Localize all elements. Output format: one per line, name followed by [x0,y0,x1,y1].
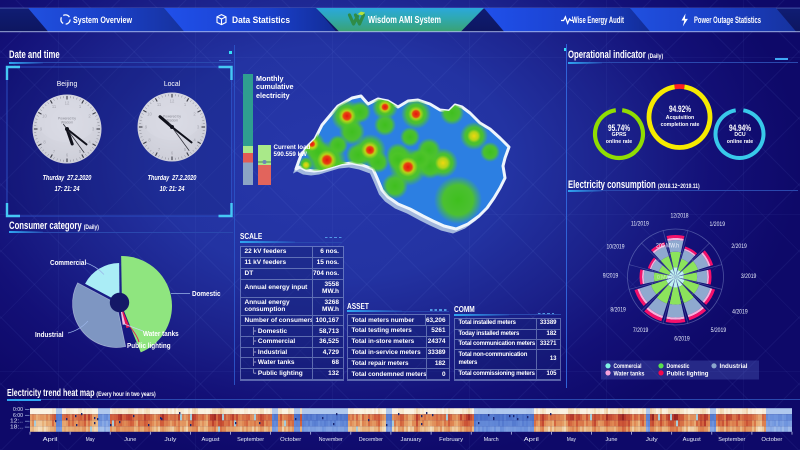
svg-text:November: November [319,437,343,443]
svg-text:9: 9 [145,125,148,130]
svg-text:4/2019: 4/2019 [732,308,748,315]
svg-text:Wisdom: Wisdom [166,119,178,123]
svg-text:11: 11 [157,102,162,107]
svg-text:Public lighting: Public lighting [667,370,709,377]
svg-text:May: May [567,437,576,443]
svg-text:12/2018: 12/2018 [671,212,689,219]
svg-text:April: April [524,437,539,443]
svg-text:11/2019: 11/2019 [631,221,649,228]
svg-text:10: 10 [42,114,47,119]
svg-text:9/2019: 9/2019 [603,273,619,280]
svg-text:11: 11 [52,104,57,109]
svg-text:0:00: 0:00 [13,407,23,413]
svg-text:Commercial: Commercial [614,363,642,370]
svg-text:10/2019: 10/2019 [607,244,625,251]
svg-text:System Overview: System Overview [73,15,132,25]
svg-text:6: 6 [66,153,69,158]
svg-text:6: 6 [171,151,174,156]
svg-text:7: 7 [53,149,56,154]
svg-text:June: June [606,437,618,443]
svg-text:Water tanks: Water tanks [614,370,645,377]
svg-text:5: 5 [79,149,82,154]
svg-text:Powered by: Powered by [163,115,181,119]
svg-text:December: December [359,437,383,443]
svg-text:8: 8 [148,138,151,143]
svg-text:200 MW.h: 200 MW.h [656,243,679,250]
svg-text:2/2019: 2/2019 [731,243,747,250]
svg-text:12: 12 [65,101,70,106]
svg-text:8: 8 [43,140,46,145]
svg-text:June: June [124,437,136,443]
svg-text:Domestic: Domestic [667,363,690,370]
svg-text:Wisdom: Wisdom [61,121,73,125]
svg-text:October: October [761,437,782,443]
svg-text:Wise Energy Audit: Wise Energy Audit [572,15,624,25]
svg-text:October: October [280,437,301,443]
svg-text:Wisdom AMI System: Wisdom AMI System [368,15,441,26]
svg-text:12:..: 12:.. [10,419,23,425]
svg-text:July: July [646,437,658,443]
svg-text:Data Statistics: Data Statistics [232,15,290,25]
svg-text:9: 9 [40,127,43,132]
svg-text:6/2019: 6/2019 [674,336,690,343]
svg-text:2: 2 [193,112,196,117]
svg-text:Industrial: Industrial [720,363,748,370]
svg-text:6:00: 6:00 [13,413,23,419]
svg-text:1/2019: 1/2019 [710,221,726,228]
svg-text:7/2019: 7/2019 [633,327,649,334]
svg-text:4: 4 [88,140,91,145]
svg-text:0 MW.h: 0 MW.h [657,275,674,281]
svg-text:18:..: 18:.. [10,425,23,431]
svg-text:4: 4 [193,138,196,143]
svg-text:12: 12 [170,99,175,104]
svg-text:January: January [401,437,422,443]
svg-text:Power Outage Statistics: Power Outage Statistics [694,15,761,25]
svg-text:September: September [718,437,745,443]
svg-text:7: 7 [158,147,161,152]
svg-text:1: 1 [79,104,82,109]
svg-text:May: May [86,437,95,443]
svg-text:3/2019: 3/2019 [741,273,757,280]
svg-text:September: September [237,437,264,443]
svg-text:July: July [164,437,176,443]
svg-text:April: April [43,437,58,443]
svg-text:August: August [683,437,701,443]
svg-text:5/2019: 5/2019 [711,327,727,334]
svg-text:8/2019: 8/2019 [610,307,626,314]
svg-text:5: 5 [184,147,187,152]
svg-text:March: March [484,437,499,443]
svg-text:10: 10 [147,112,152,117]
svg-text:2: 2 [88,114,91,119]
svg-text:3: 3 [92,127,95,132]
svg-text:3: 3 [197,125,200,130]
svg-text:1: 1 [184,102,187,107]
svg-text:August: August [202,437,220,443]
svg-text:February: February [439,437,463,443]
svg-text:Powered by: Powered by [58,117,76,121]
